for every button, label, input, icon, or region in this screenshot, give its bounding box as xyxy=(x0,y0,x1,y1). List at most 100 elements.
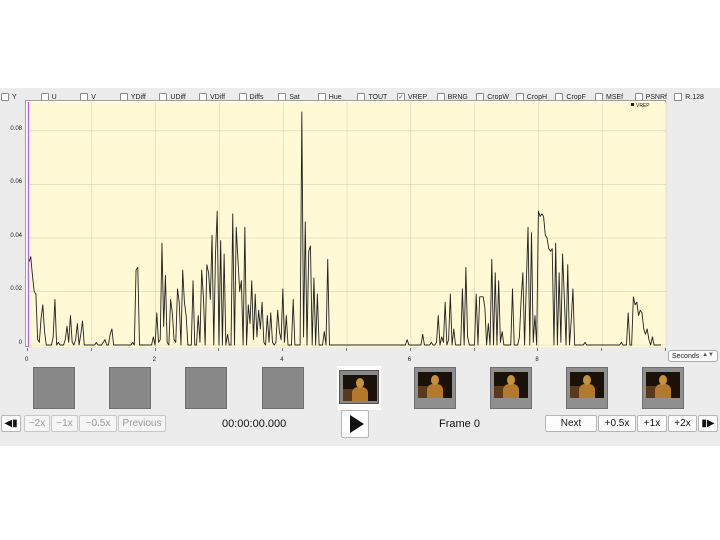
portrait-head xyxy=(583,375,591,385)
portrait-head xyxy=(356,378,364,388)
x-tick-mark xyxy=(473,348,475,351)
portrait-background xyxy=(494,386,504,398)
frame-thumbnail[interactable] xyxy=(489,366,533,410)
frame-thumbnail[interactable] xyxy=(184,366,228,410)
thumbnail-image xyxy=(566,367,608,409)
play-button[interactable] xyxy=(341,410,369,438)
x-tick-mark xyxy=(282,348,284,351)
previous-button[interactable]: Previous xyxy=(118,415,166,432)
x-tick-label: 2 xyxy=(152,357,156,363)
portrait-background xyxy=(418,386,428,398)
skip-to-end-button[interactable]: ▮▶ xyxy=(698,415,718,432)
x-tick-mark xyxy=(90,348,92,351)
time-units-select[interactable]: Seconds ▲▼ xyxy=(668,350,718,362)
frame-thumbnail[interactable] xyxy=(261,366,305,410)
thumbnail-image xyxy=(339,370,379,404)
portrait-image xyxy=(494,372,528,398)
filter-label: CropF xyxy=(566,93,586,101)
frame-label: Frame 0 xyxy=(439,418,480,430)
thumbnail-image xyxy=(414,367,456,409)
x-tick-mark xyxy=(346,348,347,351)
x-tick-label: 6 xyxy=(407,357,412,363)
portrait-body xyxy=(352,387,368,401)
thumbnail-image xyxy=(185,367,227,409)
thumbnail-image xyxy=(642,367,684,409)
speed-minus-2x-button[interactable]: −2x xyxy=(24,415,50,432)
speed-plus-half-button[interactable]: +0.5x xyxy=(598,415,636,432)
portrait-body xyxy=(427,384,443,398)
filter-label: VREP xyxy=(408,93,428,101)
speed-minus-1x-button[interactable]: −1x xyxy=(51,415,78,432)
filter-label: TOUT xyxy=(368,93,388,101)
x-tick-mark xyxy=(601,348,603,351)
x-tick-mark xyxy=(409,348,411,351)
filter-label: Y xyxy=(12,93,17,101)
filter-label: R.128 xyxy=(685,93,704,101)
filter-label: Hue xyxy=(328,93,342,101)
graph-panel[interactable]: VREP xyxy=(25,100,667,348)
filter-label: Diffs xyxy=(249,93,264,101)
speed-minus-half-button[interactable]: −0.5x xyxy=(79,415,117,432)
y-tick-label: 0.04 xyxy=(10,232,22,239)
portrait-head xyxy=(659,375,667,385)
x-tick-mark xyxy=(218,348,220,351)
series-line-vrep xyxy=(28,111,661,346)
thumbnail-image xyxy=(33,367,75,409)
vrep-chart[interactable]: VREP xyxy=(26,101,667,348)
filter-label: PSNRf xyxy=(645,93,667,101)
speed-plus-1x-button[interactable]: +1x xyxy=(637,415,667,432)
y-tick-label: 0.02 xyxy=(10,286,22,293)
filter-toolbar: Y U V YDiff UDiff VDiff Diffs Sat Hue TOUT ✓ VREP BR… xyxy=(0,91,720,103)
filter-label: BRNG xyxy=(447,93,468,101)
y-tick-label: 0 xyxy=(18,340,22,346)
skip-to-start-button[interactable]: ◀▮ xyxy=(1,415,21,432)
x-tick-label: 0 xyxy=(25,357,29,363)
timecode: 00:00:00.000 xyxy=(222,418,287,430)
current-frame-thumbnail[interactable] xyxy=(337,366,381,410)
y-tick-label: 0.06 xyxy=(10,179,22,186)
portrait-background xyxy=(570,386,580,398)
y-tick-label: 0.08 xyxy=(10,125,22,132)
speed-plus-2x-button[interactable]: +2x xyxy=(668,415,697,432)
frame-thumbnail[interactable] xyxy=(32,366,76,410)
filter-checkbox-r-128[interactable]: R.128 xyxy=(674,91,704,103)
filter-checkbox-y[interactable]: Y xyxy=(1,91,17,103)
thumbnail-image xyxy=(490,367,532,409)
time-units-value: Seconds xyxy=(672,352,700,360)
frame-thumbnail[interactable] xyxy=(108,366,152,410)
filter-label: V xyxy=(91,93,96,101)
frame-thumbnail[interactable] xyxy=(565,366,609,410)
portrait-image xyxy=(418,372,452,398)
portrait-body xyxy=(655,384,671,398)
skip-to-end-icon: ▮▶ xyxy=(701,418,715,429)
filter-label: MSEf xyxy=(606,93,624,101)
chart-legend: VREP xyxy=(631,103,650,109)
chevron-updown-icon: ▲▼ xyxy=(702,352,714,358)
portrait-image xyxy=(343,375,377,401)
portrait-image xyxy=(646,372,680,398)
skip-to-start-icon: ◀▮ xyxy=(4,418,18,429)
play-icon xyxy=(349,415,364,433)
filter-label: Sat xyxy=(289,93,300,101)
x-tick-mark xyxy=(665,348,666,351)
qctools-window: Y U V YDiff UDiff VDiff Diffs Sat Hue TOUT ✓ VREP BR… xyxy=(0,88,720,446)
thumbnail-image xyxy=(109,367,151,409)
next-button[interactable]: Next xyxy=(545,415,597,432)
x-tick-label: 8 xyxy=(535,357,539,363)
filter-label: VDiff xyxy=(210,93,226,101)
x-tick-mark xyxy=(537,348,539,351)
filter-label: UDiff xyxy=(170,93,186,101)
frame-thumbnail[interactable] xyxy=(413,366,457,410)
portrait-head xyxy=(431,375,439,385)
filter-label: U xyxy=(51,93,57,101)
portrait-body xyxy=(579,384,595,398)
x-tick-label: 4 xyxy=(280,357,284,363)
legend-swatch xyxy=(631,103,634,106)
checkbox-icon xyxy=(1,93,9,101)
filter-label: CropH xyxy=(526,93,548,101)
portrait-background xyxy=(646,386,656,398)
checkbox-icon xyxy=(674,93,683,101)
portrait-body xyxy=(503,384,519,398)
frame-thumbnail[interactable] xyxy=(641,366,685,410)
portrait-background xyxy=(343,389,353,401)
